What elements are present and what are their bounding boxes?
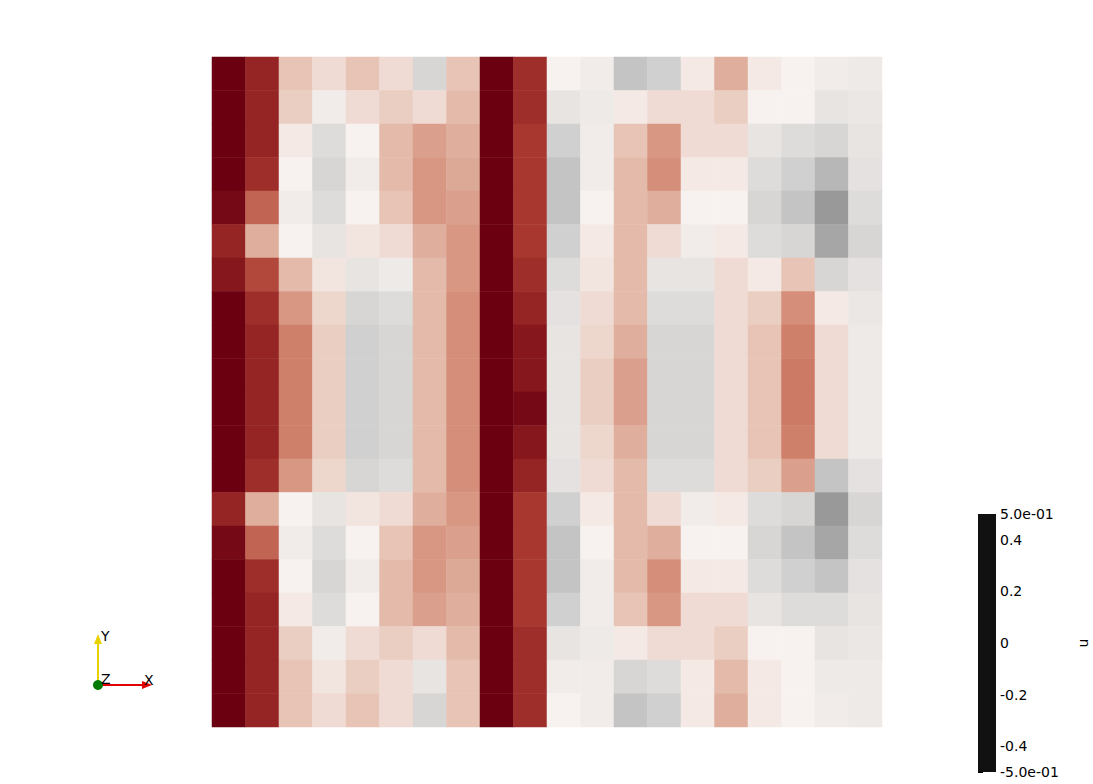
- svg-text:-0.2: -0.2: [1000, 687, 1027, 703]
- svg-text:-0.4: -0.4: [1000, 738, 1027, 754]
- svg-text:0.4: 0.4: [1000, 532, 1022, 548]
- svg-text:Z: Z: [101, 671, 111, 687]
- svg-text:u: u: [1075, 639, 1091, 648]
- svg-text:-5.0e-01: -5.0e-01: [1000, 764, 1059, 780]
- svg-text:0: 0: [1000, 635, 1009, 651]
- svg-text:0.2: 0.2: [1000, 583, 1022, 599]
- svg-text:X: X: [144, 672, 154, 688]
- svg-text:Y: Y: [100, 628, 110, 644]
- svg-text:5.0e-01: 5.0e-01: [1000, 506, 1054, 522]
